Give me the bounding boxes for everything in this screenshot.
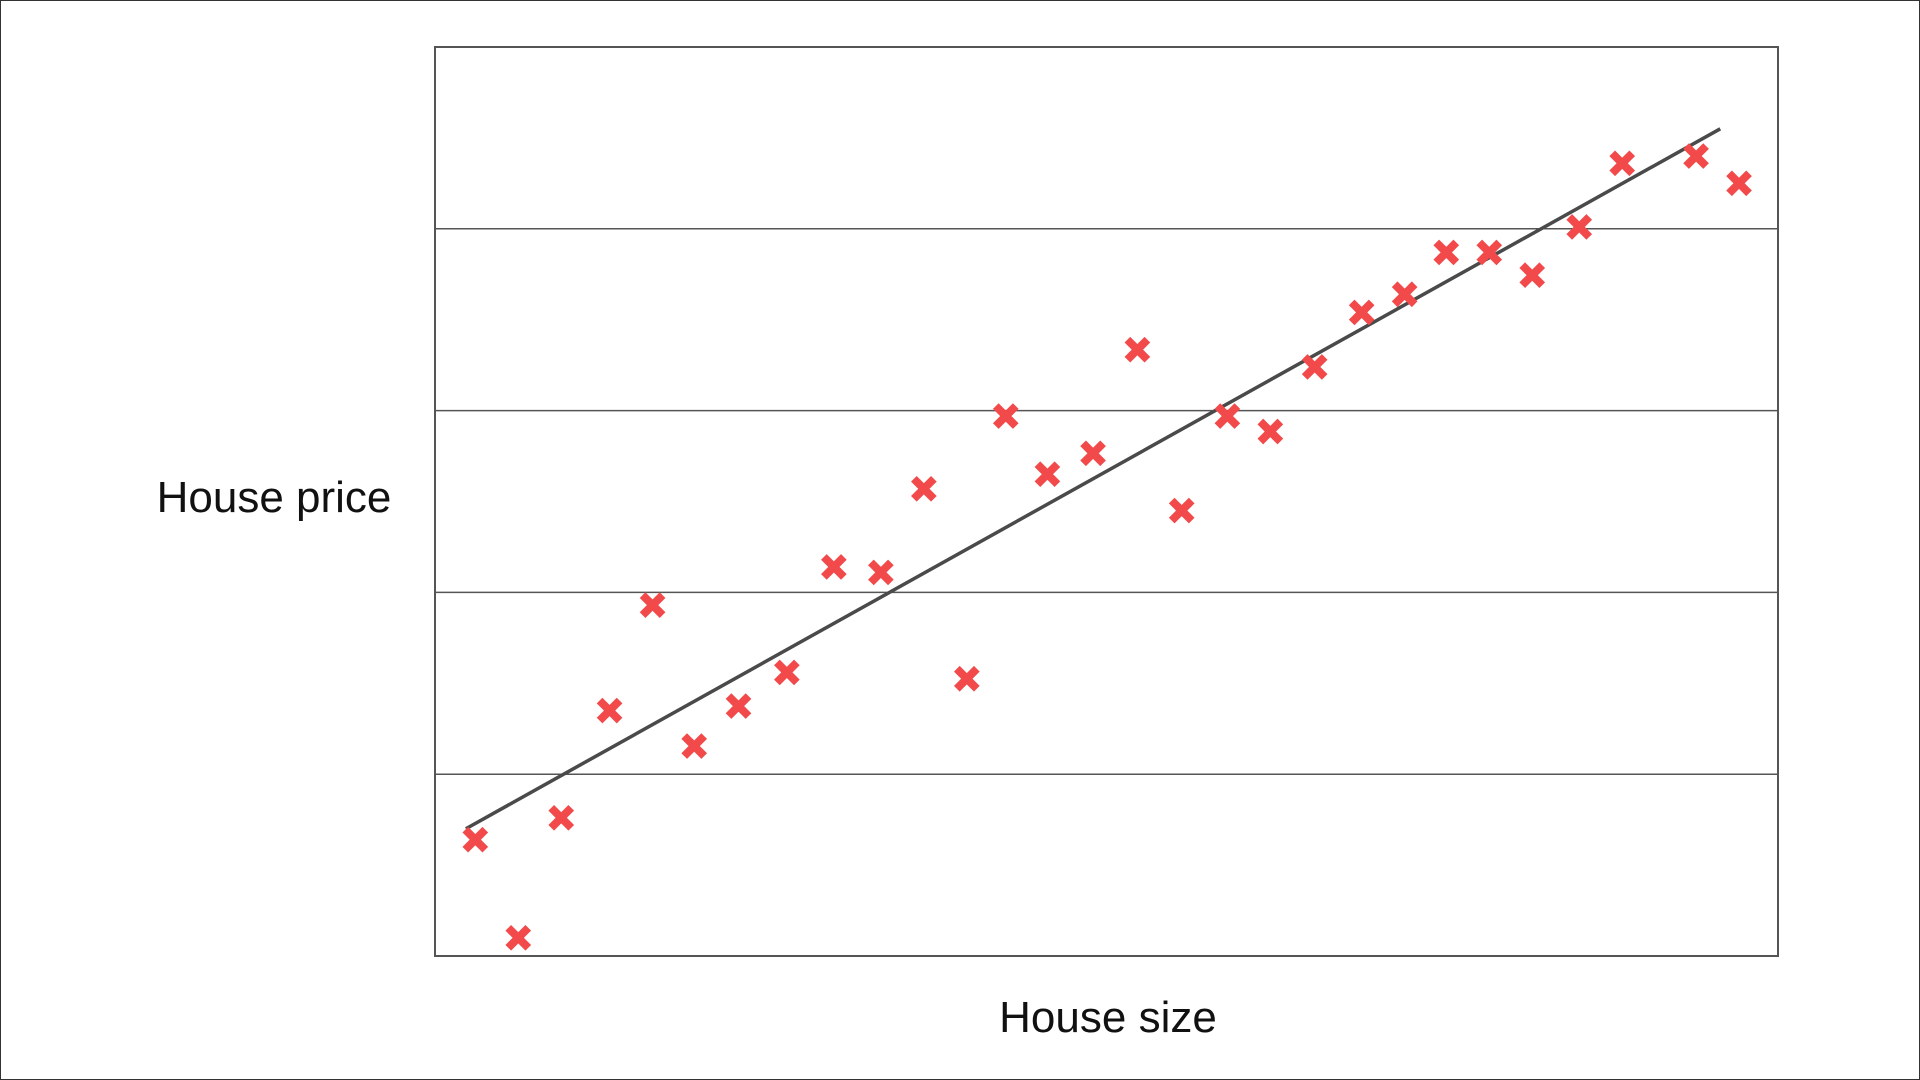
data-point-stroke [1519,262,1546,288]
data-point [992,403,1019,429]
data-point [1348,299,1375,326]
data-points [462,143,1752,951]
data-point [681,733,708,759]
data-point [596,697,623,724]
data-point-stroke [505,924,532,951]
data-point [462,826,489,853]
data-point-stroke [774,659,800,686]
data-point-stroke [821,554,847,580]
data-point [1257,418,1284,445]
data-point [1726,170,1752,197]
data-point [1301,354,1328,380]
data-point [548,805,575,831]
data-point [1124,336,1151,363]
data-point-stroke [1124,336,1151,363]
data-point-stroke [548,805,575,831]
data-point [1519,262,1546,288]
data-point-stroke [1566,214,1593,240]
data-point-stroke [1257,418,1284,445]
data-point [1168,497,1195,524]
data-point-stroke [1476,239,1503,266]
data-point [505,924,532,951]
data-point [1566,214,1593,240]
data-point-stroke [1214,403,1241,429]
data-point [774,659,800,686]
data-point [953,665,980,692]
data-point [911,475,937,502]
x-axis-label: House size [999,993,1217,1042]
data-point [1476,239,1503,266]
data-point [1609,150,1636,177]
data-point-stroke [1433,239,1460,266]
data-point [821,554,847,580]
data-point-stroke [1080,440,1106,467]
data-point-stroke [1034,461,1061,488]
data-point-stroke [462,826,489,853]
data-point-stroke [1168,497,1195,524]
data-point [1433,239,1460,266]
data-point-stroke [1683,143,1709,169]
y-axis-label: House price [157,473,392,522]
data-point [1214,403,1241,429]
data-point-stroke [868,559,894,586]
data-point-stroke [639,592,666,618]
data-point [725,693,752,719]
data-point [1080,440,1106,467]
data-point [1391,281,1418,308]
data-point [639,592,666,618]
data-point-stroke [681,733,708,759]
data-point-stroke [1348,299,1375,326]
data-point-stroke [1609,150,1636,177]
data-point [1034,461,1061,488]
data-point-stroke [1301,354,1328,380]
data-point-stroke [725,693,752,719]
data-point [1683,143,1709,169]
data-point [868,559,894,586]
plot-area-border [434,46,1779,957]
regression-line [465,127,1722,831]
data-point-stroke [596,697,623,724]
data-point-stroke [911,475,937,502]
data-point-stroke [1391,281,1418,308]
data-point-stroke [953,665,980,692]
gridlines [435,228,1778,775]
data-point-stroke [992,403,1019,429]
data-point-stroke [1726,170,1752,197]
